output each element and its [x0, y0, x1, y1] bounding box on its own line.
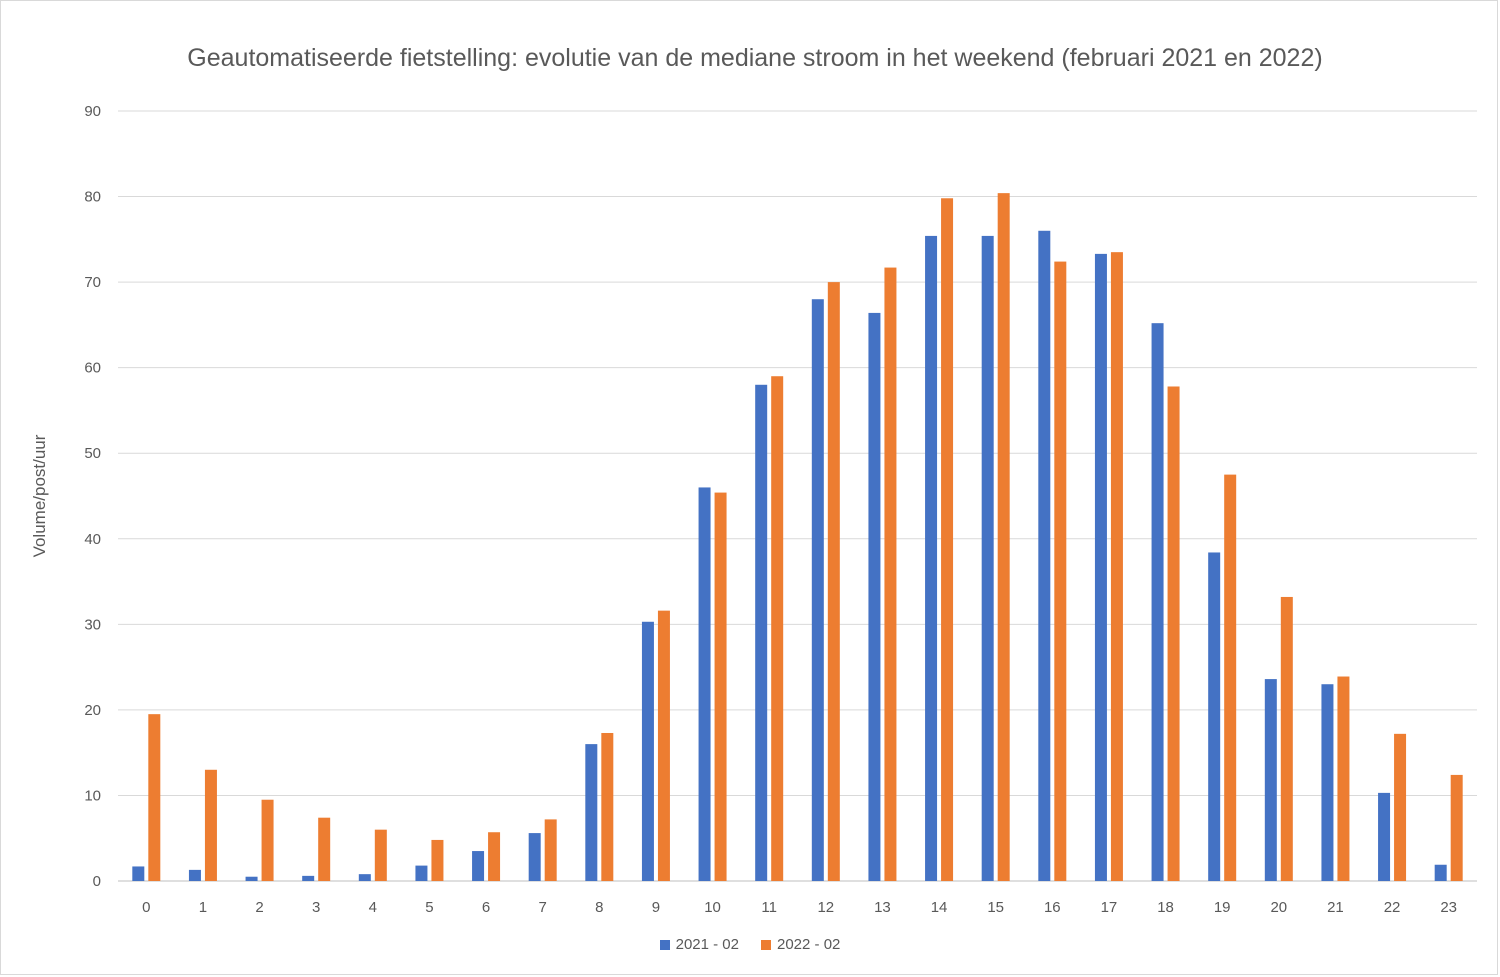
bar-2021-hour-18 — [1151, 323, 1164, 882]
x-tick-label: 18 — [1157, 899, 1174, 916]
x-tick-label: 19 — [1214, 899, 1231, 916]
bar-2022-hour-19 — [1224, 474, 1237, 881]
bar-2021-hour-17 — [1094, 253, 1107, 881]
y-tick-label: 20 — [84, 702, 101, 719]
legend-item-2022: 2022 - 02 — [761, 936, 840, 953]
bar-2021-hour-11 — [755, 384, 768, 881]
x-tick-label: 13 — [874, 899, 891, 916]
bar-2021-hour-19 — [1208, 552, 1221, 881]
x-tick-label: 22 — [1384, 899, 1401, 916]
bar-2022-hour-0 — [148, 714, 161, 881]
y-tick-label: 40 — [84, 531, 101, 548]
y-tick-label: 10 — [84, 787, 101, 804]
bar-2021-hour-2 — [245, 876, 258, 881]
bar-2021-hour-15 — [981, 235, 994, 881]
bar-2021-hour-9 — [641, 621, 654, 881]
bar-2021-hour-6 — [472, 851, 485, 881]
x-tick-label: 21 — [1327, 899, 1344, 916]
bar-2021-hour-16 — [1038, 230, 1051, 881]
y-tick-label: 80 — [84, 189, 101, 206]
bar-2022-hour-6 — [488, 832, 501, 881]
x-tick-label: 3 — [312, 899, 320, 916]
legend-label-2022: 2022 - 02 — [777, 936, 841, 953]
x-tick-label: 16 — [1044, 899, 1061, 916]
legend-swatch-2022 — [761, 939, 771, 950]
bar-2022-hour-11 — [771, 376, 784, 881]
x-tick-label: 2 — [255, 899, 263, 916]
x-tick-label: 20 — [1270, 899, 1287, 916]
bar-2022-hour-20 — [1280, 596, 1293, 881]
y-tick-label: 90 — [84, 103, 101, 120]
bar-2022-hour-15 — [997, 193, 1010, 882]
y-tick-label: 60 — [84, 360, 101, 377]
bar-2021-hour-14 — [925, 235, 938, 881]
y-tick-label: 0 — [93, 873, 101, 890]
bar-2022-hour-23 — [1450, 774, 1463, 881]
bar-2022-hour-16 — [1054, 261, 1067, 882]
bar-2022-hour-21 — [1337, 676, 1350, 881]
x-tick-label: 9 — [652, 899, 660, 916]
legend-swatch-2021 — [659, 939, 670, 950]
bar-2021-hour-21 — [1321, 684, 1334, 881]
legend-label-2021: 2021 - 02 — [675, 936, 739, 953]
x-tick-label: 4 — [369, 899, 377, 916]
x-tick-label: 8 — [595, 899, 603, 916]
y-tick-label: 50 — [84, 445, 101, 462]
bar-2021-hour-1 — [188, 869, 201, 881]
x-tick-label: 0 — [142, 899, 150, 916]
x-tick-label: 10 — [704, 899, 721, 916]
y-tick-label: 30 — [84, 616, 101, 633]
x-tick-label: 12 — [817, 899, 834, 916]
bar-2021-hour-13 — [868, 312, 881, 881]
bar-2021-hour-20 — [1264, 679, 1277, 881]
bar-2021-hour-4 — [358, 874, 371, 881]
x-tick-label: 5 — [425, 899, 433, 916]
chart-title: Geautomatiseerde fietstelling: evolutie … — [187, 44, 1323, 72]
bar-2022-hour-7 — [544, 819, 557, 881]
bar-2022-hour-2 — [261, 799, 274, 881]
bar-2022-hour-10 — [714, 492, 727, 881]
x-tick-label: 15 — [987, 899, 1004, 916]
bar-2022-hour-8 — [601, 732, 614, 881]
bar-2022-hour-4 — [374, 829, 387, 881]
legend-item-2021: 2021 - 02 — [659, 936, 739, 953]
legend: 2021 - 02 2022 - 02 — [0, 936, 1500, 953]
x-tick-label: 1 — [199, 899, 207, 916]
x-tick-label: 14 — [931, 899, 948, 916]
bar-2021-hour-10 — [698, 487, 711, 881]
bar-2022-hour-13 — [884, 267, 897, 882]
x-tick-label: 11 — [761, 899, 777, 916]
x-tick-label: 17 — [1101, 899, 1118, 916]
bar-2021-hour-7 — [528, 833, 541, 881]
bar-2022-hour-14 — [941, 198, 954, 881]
bar-2022-hour-18 — [1167, 386, 1180, 881]
y-tick-label: 70 — [84, 274, 101, 291]
bar-2022-hour-9 — [657, 610, 670, 881]
bar-2022-hour-22 — [1394, 733, 1407, 881]
bar-2021-hour-8 — [585, 744, 598, 881]
x-tick-label: 6 — [482, 899, 490, 916]
bar-2022-hour-1 — [204, 769, 217, 881]
bar-2021-hour-12 — [811, 299, 824, 881]
bar-2022-hour-3 — [318, 817, 331, 881]
bar-2022-hour-12 — [827, 282, 840, 882]
bar-2021-hour-3 — [302, 875, 315, 881]
x-tick-label: 23 — [1440, 899, 1457, 916]
x-tick-label: 7 — [539, 899, 547, 916]
bar-2022-hour-17 — [1110, 252, 1123, 881]
bar-2021-hour-23 — [1434, 864, 1447, 881]
bar-2021-hour-5 — [415, 865, 428, 881]
bar-2021-hour-22 — [1378, 792, 1391, 881]
bar-2021-hour-0 — [132, 866, 145, 881]
bar-2022-hour-5 — [431, 839, 444, 881]
